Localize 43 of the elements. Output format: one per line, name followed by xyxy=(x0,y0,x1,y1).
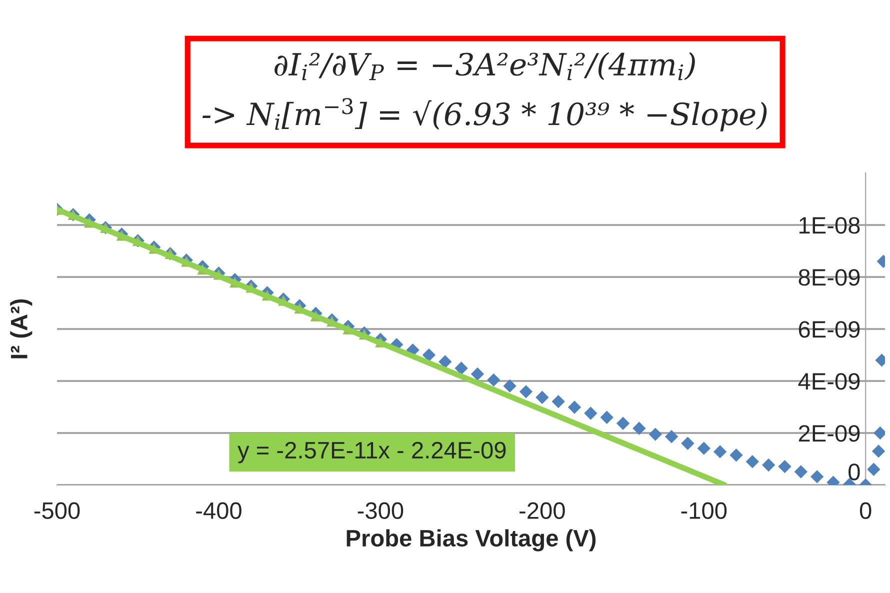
x-tick-label: -400 xyxy=(196,502,242,520)
point xyxy=(519,385,533,398)
annotation: y = -2.57E-11x - 2.24E-09 xyxy=(238,442,506,464)
point xyxy=(872,444,885,458)
y-tick-label: 4E-09 xyxy=(798,373,860,390)
x-axis-title: Probe Bias Voltage (V) xyxy=(346,529,596,552)
point xyxy=(681,436,694,450)
point xyxy=(552,394,565,408)
point xyxy=(730,448,743,462)
point xyxy=(600,410,614,424)
point xyxy=(568,400,582,414)
point xyxy=(778,460,792,474)
x-tick-label: -300 xyxy=(358,502,404,520)
x-tick-label: -100 xyxy=(681,502,727,520)
point xyxy=(794,465,808,478)
point xyxy=(746,455,759,468)
point xyxy=(584,406,598,420)
point xyxy=(470,367,484,381)
point xyxy=(438,355,452,368)
x-tick-label: -200 xyxy=(520,502,565,520)
point xyxy=(697,442,710,455)
point xyxy=(648,428,662,441)
y-tick-label: 1E-08 xyxy=(800,217,860,234)
y-axis-title: I² (A²) xyxy=(10,299,32,358)
y-tick-label: 6E-09 xyxy=(798,321,860,338)
point xyxy=(536,390,549,404)
point xyxy=(503,379,516,393)
point xyxy=(454,362,468,375)
point xyxy=(616,416,630,430)
point xyxy=(632,422,646,435)
y-tick-label: 0 xyxy=(848,464,860,480)
x-tick-label: 0 xyxy=(860,502,872,520)
point xyxy=(422,348,436,362)
y-tick-label: 2E-09 xyxy=(798,425,860,442)
text: ∂I$_{i}$²/∂V$_{P}$ = −3A²e³N$_{i}$²/(4πm$_{i}$) -> N$_{i}$[m$^{−3}$] = √(6.93 * 10³⁹ * −Slope) xyxy=(202,52,767,132)
point xyxy=(713,445,727,458)
x-tick-label: -500 xyxy=(34,502,80,520)
point xyxy=(664,430,678,444)
point xyxy=(487,373,500,387)
point xyxy=(762,458,776,472)
point xyxy=(867,462,880,476)
point xyxy=(810,470,824,484)
y-tick-label: 8E-09 xyxy=(798,269,860,286)
